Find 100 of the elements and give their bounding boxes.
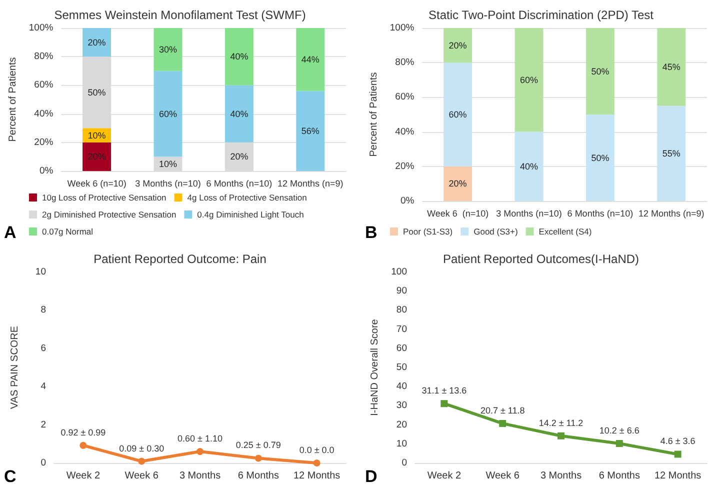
x-tick-label: Week 6 (n=10) bbox=[67, 178, 126, 188]
bar bbox=[657, 106, 686, 201]
y-tick-label: 50 bbox=[396, 362, 407, 373]
legend-label: Excellent (S4) bbox=[538, 226, 592, 236]
bar bbox=[154, 70, 182, 157]
y-tick-label: 20% bbox=[34, 136, 54, 148]
data-label: 0.92 ± 0.99 bbox=[60, 427, 106, 438]
y-tick-label: 100% bbox=[28, 22, 54, 34]
data-label: 30% bbox=[158, 44, 178, 54]
bar bbox=[444, 62, 472, 166]
y-tick-label: 80 bbox=[396, 304, 407, 316]
y-tick-label: 4 bbox=[40, 381, 46, 392]
data-label: 10.2 ± 6.6 bbox=[599, 426, 640, 436]
data-label: 4.6 ± 3.6 bbox=[660, 436, 696, 446]
x-tick-label: 3 Months bbox=[540, 470, 582, 482]
bar bbox=[82, 28, 112, 57]
bar bbox=[586, 28, 614, 114]
bar bbox=[514, 132, 544, 201]
y-tick-label: 10 bbox=[396, 438, 407, 450]
data-label: 40% bbox=[230, 108, 248, 119]
y-tick-label: 60% bbox=[34, 80, 54, 91]
text: C bbox=[4, 467, 16, 486]
bar bbox=[224, 85, 254, 142]
x-tick-label: 6 Months (n=10) bbox=[567, 208, 634, 218]
point bbox=[616, 440, 623, 448]
data-label: 44% bbox=[301, 54, 320, 64]
y-tick-label: 8 bbox=[40, 304, 46, 316]
x-tick-label: Week 2 bbox=[66, 470, 100, 482]
x-tick-label: 6 Months (n=10) bbox=[206, 178, 272, 188]
x-tick-label: 12 Months (n=9) bbox=[638, 208, 704, 218]
y-tick-label: 40% bbox=[395, 126, 415, 138]
data-label: 0.0 ± 0.0 bbox=[299, 445, 334, 455]
data-label: 56% bbox=[301, 126, 320, 136]
y-tick-label: 70 bbox=[396, 324, 407, 335]
y-tick-label: 20 bbox=[396, 419, 407, 430]
data-label: 20% bbox=[448, 40, 467, 50]
data-label: 50% bbox=[88, 87, 106, 98]
y-axis-title: Percent of Patients bbox=[368, 72, 380, 157]
y-axis-title: I-HaND Overall Score bbox=[370, 318, 381, 416]
data-label: 20% bbox=[88, 37, 106, 48]
legend-label: 10g Loss of Protective Sensation bbox=[42, 192, 167, 202]
data-label: 40% bbox=[520, 161, 538, 172]
x-tick-label: Week 6 bbox=[124, 470, 159, 482]
bar bbox=[296, 90, 325, 171]
y-tick-label: 100 bbox=[391, 266, 407, 278]
data-label: 60% bbox=[448, 110, 467, 120]
point bbox=[196, 448, 204, 456]
x-tick-label: 3 Months (n=10) bbox=[135, 178, 201, 188]
data-label: 20% bbox=[230, 152, 248, 162]
x-tick-label: 3 Months bbox=[179, 470, 221, 482]
y-tick-label: 6 bbox=[40, 342, 46, 354]
data-label: 20.7 ± 11.8 bbox=[480, 405, 525, 416]
y-tick-label: 60% bbox=[395, 92, 415, 103]
bar bbox=[514, 28, 544, 132]
point bbox=[80, 442, 87, 449]
chart-title: Semmes Weinstein Monofilament Test (SWMF) bbox=[54, 8, 306, 22]
data-label: 40% bbox=[230, 52, 248, 62]
data-label: 20% bbox=[448, 178, 467, 189]
y-tick-label: 30 bbox=[396, 400, 407, 412]
point bbox=[558, 432, 564, 440]
bar bbox=[224, 28, 254, 86]
data-label: 20% bbox=[88, 152, 106, 162]
data-label: 31.1 ± 13.6 bbox=[422, 386, 467, 396]
data-label: 14.2 ± 11.2 bbox=[538, 418, 584, 428]
legend-label: Good (S3+) bbox=[474, 226, 518, 236]
x-tick-label: 6 Months bbox=[598, 470, 640, 482]
bar bbox=[154, 28, 182, 71]
point bbox=[138, 458, 146, 465]
y-tick-label: 80% bbox=[34, 51, 54, 62]
bar bbox=[586, 114, 614, 201]
x-tick-label: 12 Months bbox=[293, 470, 340, 482]
text: A bbox=[4, 223, 16, 242]
data-label: 55% bbox=[662, 148, 680, 158]
legend-label: Poor (S1-S3) bbox=[403, 226, 453, 236]
y-tick-label: 90 bbox=[396, 286, 407, 297]
y-axis-title: VAS PAIN SCORE bbox=[10, 326, 20, 409]
text: D bbox=[365, 467, 378, 486]
y-tick-label: 0% bbox=[39, 166, 54, 176]
chart-title: Patient Reported Outcome: Pain bbox=[94, 252, 266, 266]
y-tick-label: 10 bbox=[35, 266, 46, 278]
x-tick-label: 6 Months bbox=[238, 470, 279, 482]
data-label: 0.25 ± 0.79 bbox=[236, 440, 281, 450]
data-label: 45% bbox=[662, 62, 680, 72]
text: B bbox=[365, 223, 378, 242]
y-tick-label: 100% bbox=[390, 22, 415, 34]
x-tick-label: 3 Months (n=10) bbox=[496, 208, 562, 218]
data-label: 10% bbox=[158, 158, 178, 169]
bar bbox=[296, 28, 325, 91]
point bbox=[313, 460, 320, 466]
y-tick-label: 80% bbox=[395, 57, 415, 68]
y-tick-label: 40% bbox=[34, 108, 54, 120]
point bbox=[254, 454, 262, 462]
legend-label: 2g Diminished Protective Sensation bbox=[42, 210, 176, 220]
y-tick-label: 0% bbox=[400, 196, 415, 206]
bar bbox=[444, 166, 472, 201]
data-label: 10% bbox=[88, 130, 106, 140]
data-label: 60% bbox=[520, 74, 538, 85]
data-label: 60% bbox=[158, 108, 178, 119]
legend-label: 0.4g Diminished Light Touch bbox=[197, 210, 304, 220]
y-axis-title: Percent of Patients bbox=[8, 57, 18, 142]
